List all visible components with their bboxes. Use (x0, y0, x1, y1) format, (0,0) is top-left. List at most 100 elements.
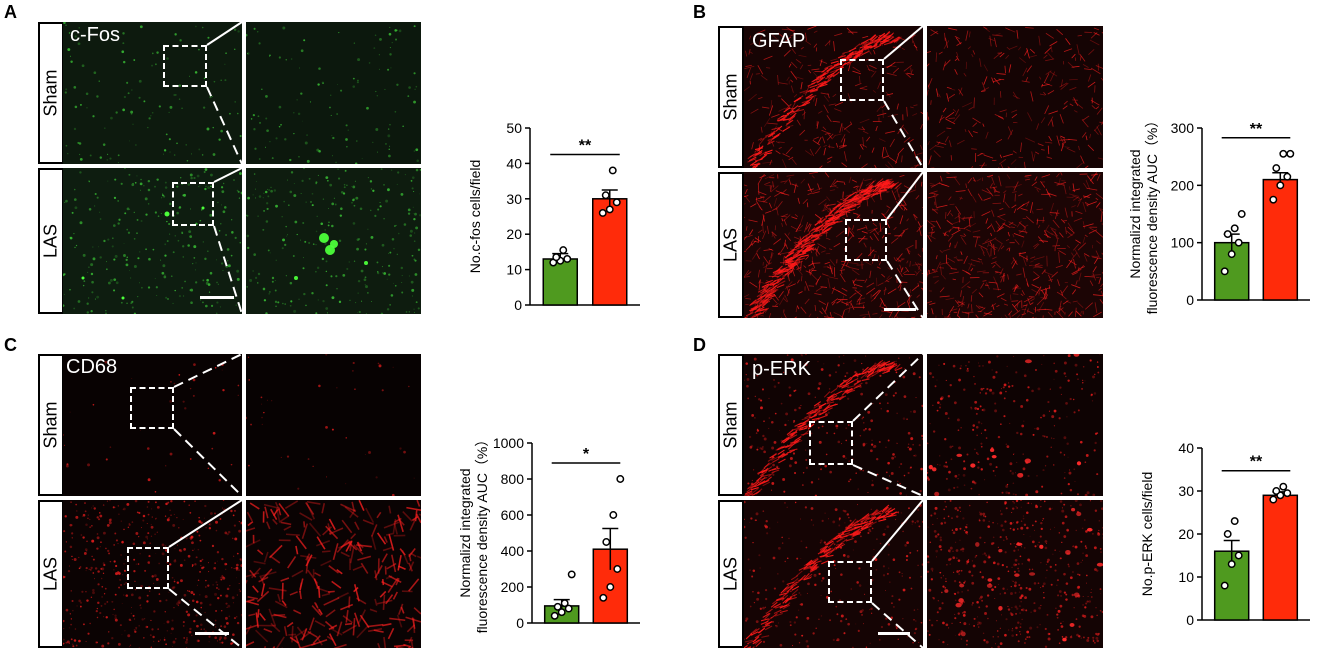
chart-b: 0 100 200 300 Normalizd integrated fluorescen… (1127, 114, 1310, 315)
data-point (605, 205, 614, 214)
y-tick-label: 50 (506, 120, 522, 136)
micrograph-perk-sham-zoom (927, 354, 1103, 496)
data-point (598, 209, 607, 217)
data-point (1276, 181, 1285, 190)
data-point (1279, 149, 1288, 158)
roi-box-sham-c (130, 387, 174, 429)
panel-letter-a: A (4, 2, 17, 22)
y-tick-label: 800 (501, 471, 525, 487)
significance-label: ** (1250, 454, 1263, 471)
scale-bar-b (884, 308, 916, 311)
row-label-sham-c: Sham (38, 354, 64, 496)
data-point (553, 602, 562, 611)
y-tick-label: 0 (514, 297, 522, 313)
row-label-las-b: LAS (718, 172, 744, 318)
data-point (1286, 149, 1295, 158)
data-point (552, 253, 561, 262)
data-point (564, 604, 573, 613)
panel-letter-b: B (693, 2, 706, 22)
y-tick-label: 10 (1178, 569, 1194, 585)
stain-label-cd68: CD68 (66, 356, 118, 378)
y-axis-label: No.c-fos cells/field (467, 160, 483, 274)
y-tick-label: 20 (1178, 526, 1194, 542)
y-tick-label: 40 (1178, 440, 1194, 456)
micrograph-las-overview (63, 168, 242, 314)
data-point (1223, 530, 1232, 538)
data-point (599, 593, 608, 602)
y-tick-label: 10 (506, 262, 522, 278)
row-label-las-d: LAS (718, 500, 744, 648)
row-label-las-c: LAS (38, 500, 64, 648)
roi-box-las-c (127, 547, 169, 589)
roi-box-sham-b (840, 59, 884, 101)
micrograph-gfap-las-overview (744, 172, 923, 318)
y-tick-label: 1000 (493, 435, 524, 451)
bar-las (592, 198, 628, 306)
y-tick-label: 0 (1186, 612, 1194, 628)
data-point (1220, 581, 1229, 590)
scale-bar-c (195, 632, 229, 635)
roi-box-sham-d (809, 421, 853, 465)
data-point (606, 583, 615, 591)
significance-label: ** (579, 137, 592, 154)
data-point (1269, 195, 1278, 204)
data-point (1227, 560, 1236, 569)
data-point (1230, 224, 1239, 233)
data-point (601, 191, 610, 200)
y-tick-label: 30 (506, 191, 522, 207)
data-point (560, 599, 569, 608)
panel-letter-d: D (693, 335, 706, 355)
data-point (550, 611, 559, 620)
y-tick-label: 200 (501, 579, 525, 595)
data-point (608, 166, 617, 175)
data-point (1283, 489, 1292, 498)
scale-bar-a (200, 296, 234, 299)
y-tick-label: 40 (506, 155, 522, 171)
data-point (559, 246, 568, 255)
y-axis-label: No.p-ERK cells/field (1139, 472, 1155, 597)
data-point (1272, 164, 1281, 173)
data-point (1279, 482, 1288, 491)
data-point (1223, 230, 1232, 239)
data-point (1269, 495, 1278, 504)
row-label-sham-a: Sham (38, 22, 64, 164)
data-point (1272, 487, 1281, 495)
bar-las (1262, 178, 1299, 301)
chart-a: 0 10 20 30 40 50 No.c-fos cells/field ** (467, 120, 640, 313)
data-point (567, 570, 576, 579)
data-point (1234, 238, 1243, 247)
scale-bar-d (878, 632, 910, 635)
panel-letter-c: C (4, 335, 17, 355)
micrograph-gfap-las-zoom (927, 172, 1103, 318)
roi-box-las-a (172, 182, 214, 226)
stain-label-perk: p-ERK (752, 358, 811, 380)
y-tick-label: 0 (516, 615, 524, 631)
y-axis-label: fluorescence density AUC（%） (1144, 114, 1160, 315)
data-point (557, 608, 566, 617)
data-point (613, 565, 622, 573)
y-tick-label: 400 (501, 543, 525, 559)
data-point (616, 475, 625, 483)
chart-d: 0 10 20 30 40 No.p-ERK cells/field ** (1139, 440, 1310, 628)
y-tick-label: 100 (1171, 235, 1195, 251)
data-point (1234, 551, 1243, 560)
data-point (1283, 172, 1292, 181)
bar-sham (542, 258, 578, 306)
roi-box-las-b (845, 219, 887, 261)
row-label-sham-b: Sham (718, 26, 744, 168)
stain-label-cfos: c-Fos (70, 24, 120, 46)
y-tick-label: 30 (1178, 483, 1194, 499)
y-axis-label: Normalizd integrated (457, 468, 473, 597)
significance-label: ** (1250, 121, 1263, 138)
micrograph-cd68-sham-zoom (246, 354, 421, 496)
micrograph-sham-zoom (246, 22, 421, 164)
micrograph-cd68-las-zoom (246, 500, 421, 648)
y-tick-label: 200 (1171, 177, 1195, 193)
y-axis-label: fluorescence density AUC（%） (474, 433, 490, 634)
data-point (1227, 250, 1236, 259)
stain-label-gfap: GFAP (752, 30, 806, 52)
row-label-sham-d: Sham (718, 354, 744, 496)
roi-box-las-d (828, 561, 872, 603)
roi-box-sham-a (163, 45, 207, 87)
data-point (1237, 210, 1246, 218)
